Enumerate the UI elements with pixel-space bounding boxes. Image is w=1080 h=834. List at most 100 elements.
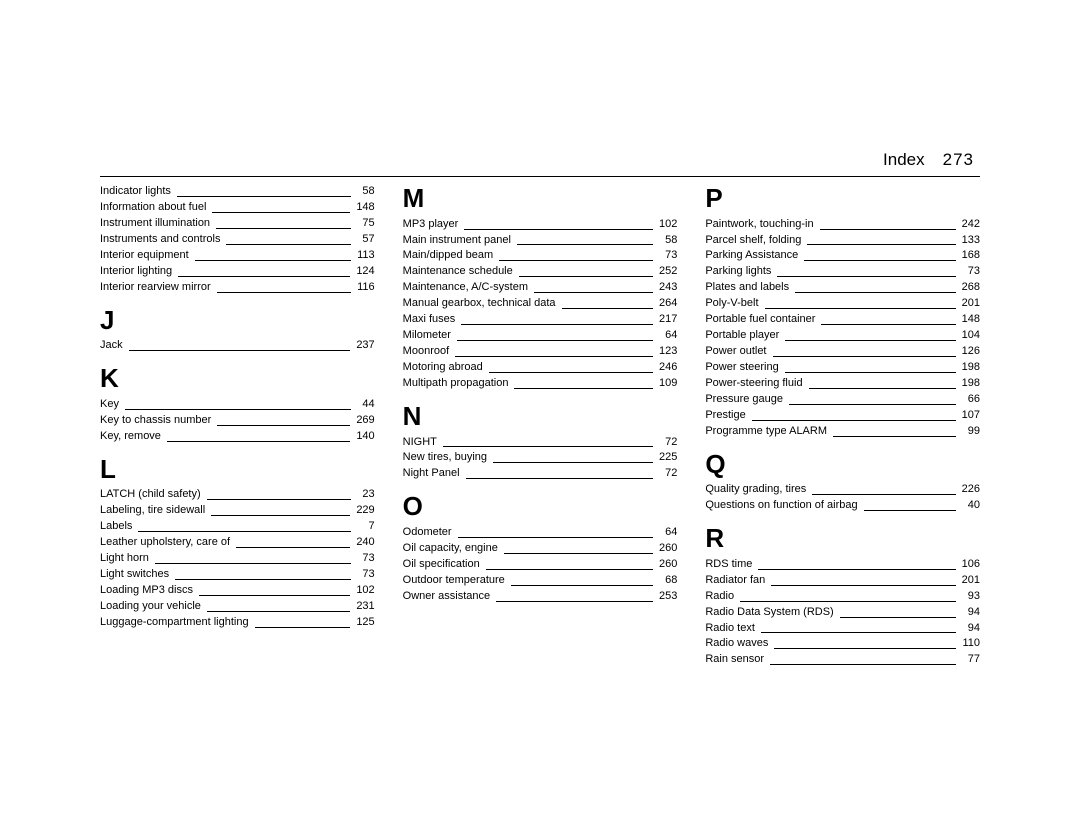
entry-leader (774, 648, 956, 649)
entry-page: 104 (958, 328, 980, 344)
index-entry: Jack237 (100, 338, 375, 354)
entry-term: Jack (100, 338, 127, 354)
entry-page: 168 (958, 248, 980, 264)
index-entry: Poly-V-belt201 (705, 296, 980, 312)
entry-term: Main/dipped beam (403, 248, 498, 264)
entry-leader (534, 292, 653, 293)
index-entry: Power steering198 (705, 360, 980, 376)
entry-leader (773, 356, 956, 357)
entry-leader (236, 547, 350, 548)
entry-term: Radio (705, 589, 738, 605)
entry-page: 253 (655, 589, 677, 605)
entry-leader (804, 260, 955, 261)
entry-term: Plates and labels (705, 280, 793, 296)
entry-leader (489, 372, 653, 373)
entry-term: Key, remove (100, 429, 165, 445)
entry-term: Interior equipment (100, 248, 193, 264)
entry-page: 242 (958, 217, 980, 233)
entry-term: Manual gearbox, technical data (403, 296, 560, 312)
entry-page: 201 (958, 573, 980, 589)
index-entry: Odometer64 (403, 525, 678, 541)
entry-page: 66 (958, 392, 980, 408)
index-entry: Oil capacity, engine260 (403, 541, 678, 557)
entry-leader (795, 292, 956, 293)
entry-leader (226, 244, 350, 245)
entry-leader (177, 196, 351, 197)
index-entry: Moonroof123 (403, 344, 678, 360)
index-entry: Power outlet126 (705, 344, 980, 360)
entry-leader (155, 563, 351, 564)
entry-leader (457, 340, 653, 341)
entry-page: 58 (655, 233, 677, 249)
index-column: Indicator lights58Information about fuel… (100, 184, 375, 668)
entry-term: New tires, buying (403, 450, 491, 466)
index-entry: New tires, buying225 (403, 450, 678, 466)
entry-page: 77 (958, 652, 980, 668)
entry-term: Odometer (403, 525, 456, 541)
entry-leader (752, 420, 956, 421)
section-letter: P (705, 184, 980, 213)
entry-leader (770, 664, 956, 665)
index-entry: Milometer64 (403, 328, 678, 344)
entry-term: Radio text (705, 621, 759, 637)
entry-leader (758, 569, 955, 570)
entry-page: 75 (353, 216, 375, 232)
entry-term: Information about fuel (100, 200, 210, 216)
entry-page: 125 (352, 615, 374, 631)
entry-term: Oil capacity, engine (403, 541, 502, 557)
entry-term: Radio Data System (RDS) (705, 605, 837, 621)
index-entry: Parking Assistance 168 (705, 248, 980, 264)
index-entry: Maxi fuses217 (403, 312, 678, 328)
entry-leader (466, 478, 654, 479)
section-letter: R (705, 524, 980, 553)
entry-leader (216, 228, 351, 229)
section-letter: J (100, 306, 375, 335)
entry-term: Parking Assistance (705, 248, 802, 264)
entry-term: Motoring abroad (403, 360, 487, 376)
index-entry: Key, remove140 (100, 429, 375, 445)
entry-page: 231 (352, 599, 374, 615)
entry-leader (464, 229, 653, 230)
index-entry: MP3 player102 (403, 217, 678, 233)
entry-term: Programme type ALARM (705, 424, 831, 440)
entry-page: 264 (655, 296, 677, 312)
entry-leader (789, 404, 956, 405)
index-entry: Oil specification260 (403, 557, 678, 573)
index-entry: Portable player104 (705, 328, 980, 344)
entry-leader (812, 494, 955, 495)
header-page-number: 273 (943, 150, 974, 170)
entry-term: Instruments and controls (100, 232, 224, 248)
entry-page: 102 (352, 583, 374, 599)
entry-leader (167, 441, 350, 442)
entry-leader (511, 585, 654, 586)
entry-page: 201 (958, 296, 980, 312)
entry-page: 113 (353, 248, 375, 264)
entry-page: 7 (353, 519, 375, 535)
entry-leader (821, 324, 955, 325)
entry-leader (496, 601, 653, 602)
entry-term: LATCH (child safety) (100, 487, 205, 503)
entry-page: 198 (958, 376, 980, 392)
index-entry: Radiator fan 201 (705, 573, 980, 589)
entry-term: Radiator fan (705, 573, 769, 589)
index-entry: Power-steering fluid198 (705, 376, 980, 392)
index-entry: Rain sensor77 (705, 652, 980, 668)
index-entry: Maintenance, A/C-system243 (403, 280, 678, 296)
entry-term: Moonroof (403, 344, 453, 360)
entry-page: 198 (958, 360, 980, 376)
entry-page: 94 (958, 605, 980, 621)
entry-term: Milometer (403, 328, 455, 344)
index-entry: Paintwork, touching-in242 (705, 217, 980, 233)
index-columns: Indicator lights58Information about fuel… (100, 184, 980, 668)
entry-page: 269 (352, 413, 374, 429)
entry-term: Labeling, tire sidewall (100, 503, 209, 519)
entry-page: 148 (958, 312, 980, 328)
entry-page: 109 (655, 376, 677, 392)
entry-page: 58 (353, 184, 375, 200)
entry-page: 44 (353, 397, 375, 413)
entry-leader (833, 436, 956, 437)
index-entry: Quality grading, tires226 (705, 482, 980, 498)
entry-leader (809, 388, 956, 389)
entry-leader (458, 537, 654, 538)
entry-term: Loading MP3 discs (100, 583, 197, 599)
